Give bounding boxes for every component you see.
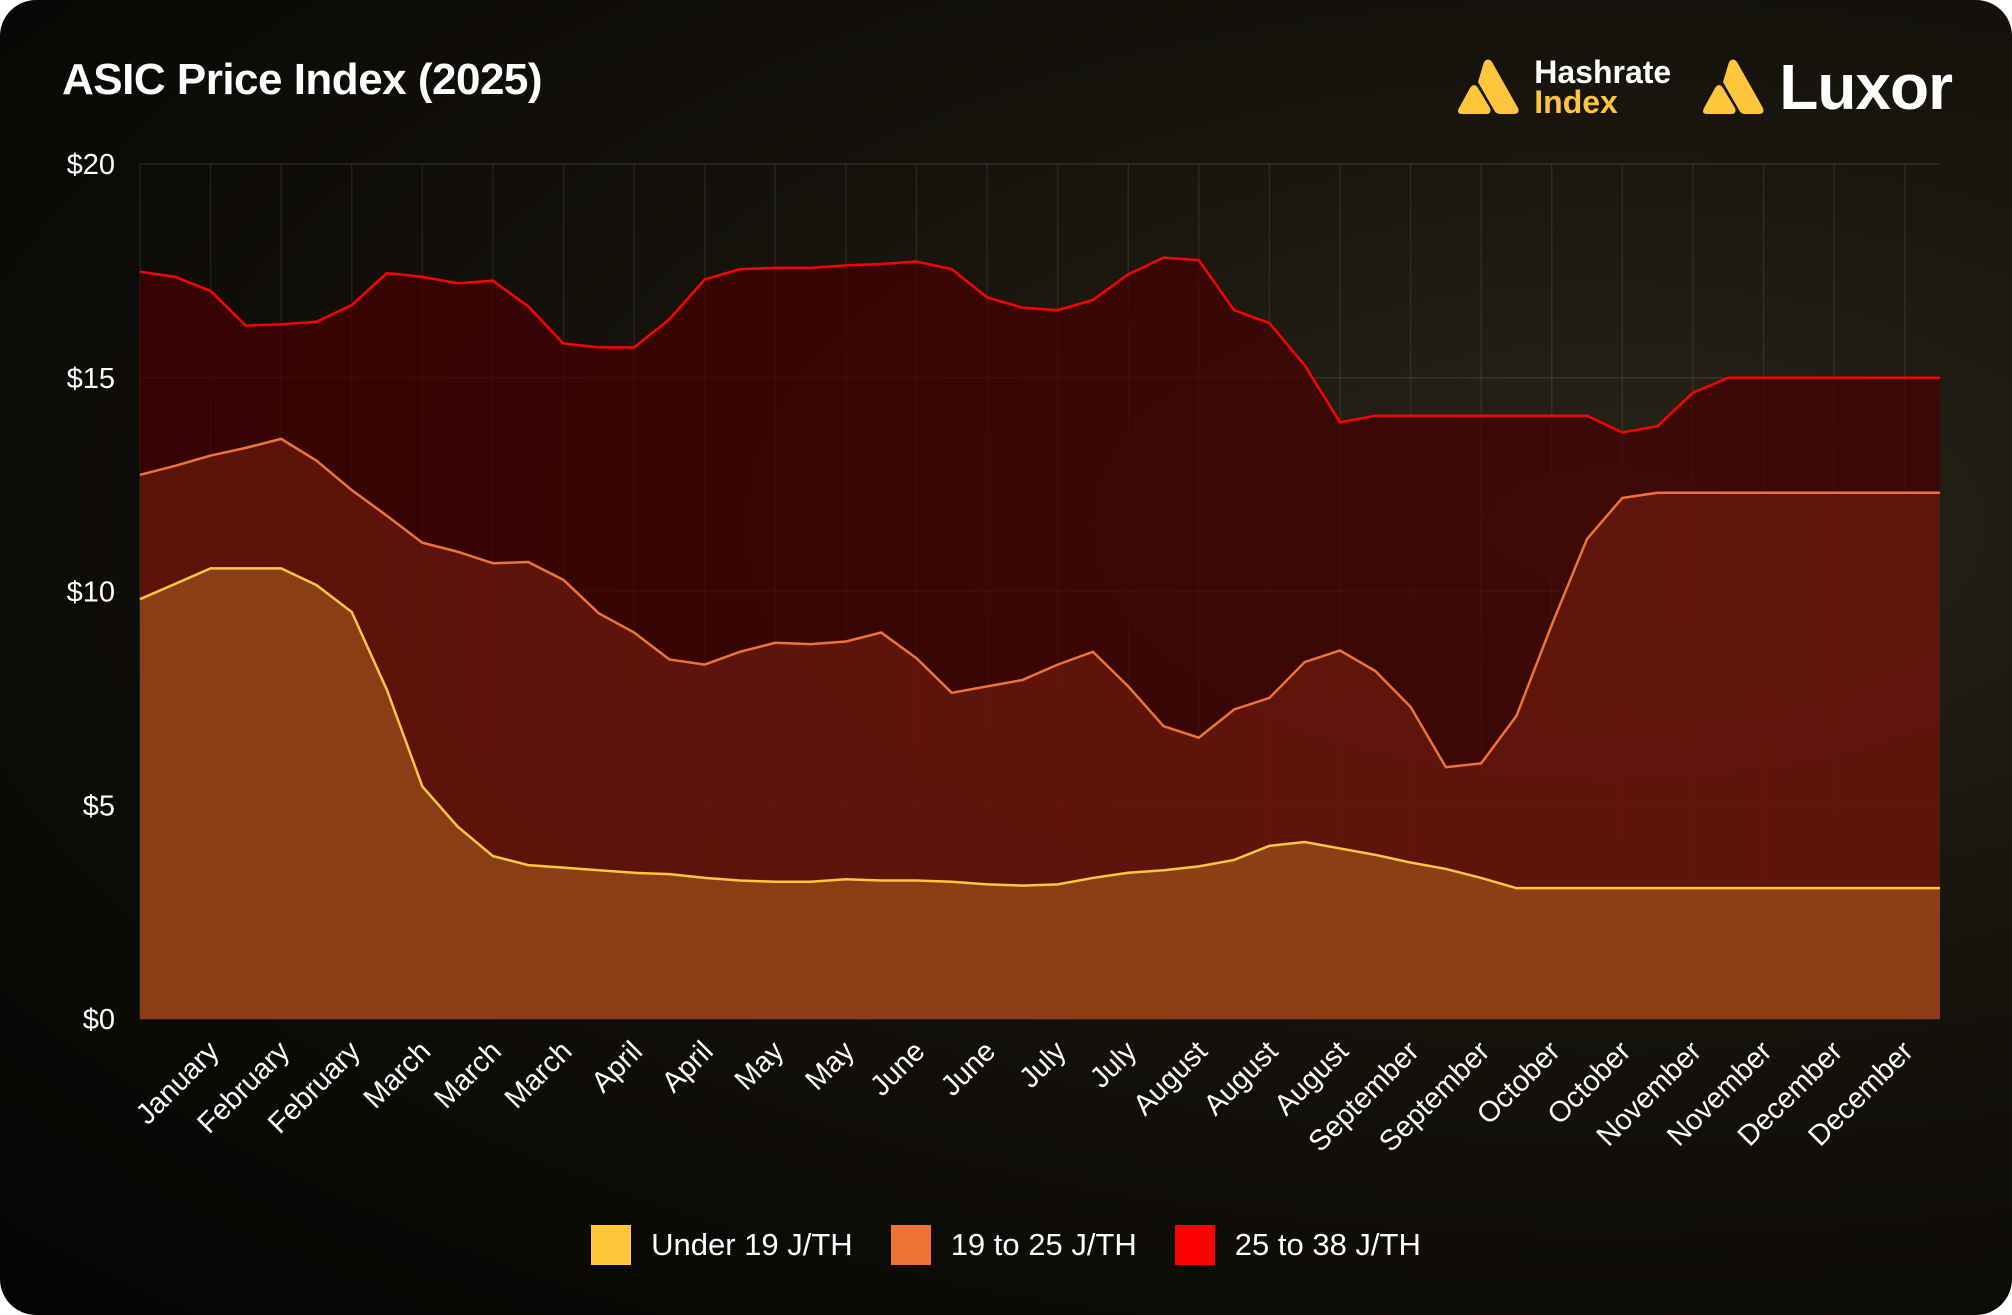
hashrate-index-logo: Hashrate Index xyxy=(1456,54,1672,120)
y-tick-label: $20 xyxy=(67,149,115,181)
chart-title: ASIC Price Index (2025) xyxy=(62,55,543,104)
y-tick-label: $15 xyxy=(67,363,115,395)
x-tick-label: August xyxy=(1127,1035,1213,1121)
line-25-to-38-j-th xyxy=(139,256,1940,434)
index-text: Index xyxy=(1534,84,1618,120)
legend-swatch xyxy=(591,1225,632,1265)
logos: Hashrate Index Luxor xyxy=(1456,50,1953,124)
legend-label: 25 to 38 J/TH xyxy=(1234,1227,1421,1262)
x-tick-label: March xyxy=(428,1035,508,1115)
y-tick-label: $0 xyxy=(83,1004,115,1036)
x-tick-label: March xyxy=(358,1035,438,1115)
x-tick-label: June xyxy=(935,1035,1002,1102)
legend-item-under-19[interactable]: Under 19 J/TH xyxy=(591,1225,853,1265)
x-tick-label: August xyxy=(1198,1035,1284,1121)
x-tick-label: April xyxy=(656,1035,720,1099)
luxor-logo: Luxor xyxy=(1701,50,1953,124)
x-tick-label: March xyxy=(499,1035,579,1115)
luxor-logo-icon xyxy=(1703,59,1764,114)
x-tick-label: May xyxy=(799,1035,861,1097)
legend-swatch xyxy=(890,1225,931,1265)
legend-item-25-to-38[interactable]: 25 to 38 J/TH xyxy=(1174,1225,1421,1265)
x-tick-label: July xyxy=(1013,1035,1072,1094)
line-under-19-j-th xyxy=(139,567,1940,890)
y-tick-label: $10 xyxy=(67,577,115,609)
area-under-19-j-th xyxy=(140,568,1940,1019)
legend: Under 19 J/TH 19 to 25 J/TH 25 to 38 J/T… xyxy=(0,1225,2012,1265)
luxor-text: Luxor xyxy=(1779,51,1953,123)
y-tick-label: $5 xyxy=(83,790,115,822)
x-tick-label: July xyxy=(1084,1035,1143,1094)
x-tick-label: April xyxy=(585,1035,649,1099)
legend-label: 19 to 25 J/TH xyxy=(950,1227,1137,1262)
legend-label: Under 19 J/TH xyxy=(651,1227,853,1262)
hashrate-logo-icon xyxy=(1458,59,1519,114)
line-19-to-25-j-th xyxy=(139,437,1940,769)
legend-swatch xyxy=(1174,1225,1215,1265)
x-tick-label: May xyxy=(729,1035,791,1097)
legend-item-19-to-25[interactable]: 19 to 25 J/TH xyxy=(890,1225,1137,1265)
hashrate-text: Hashrate xyxy=(1534,54,1672,90)
x-tick-label: June xyxy=(864,1035,931,1102)
